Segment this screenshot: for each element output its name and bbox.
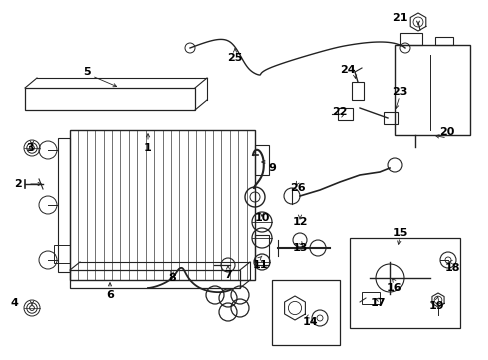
Text: 8: 8 <box>168 273 176 283</box>
Bar <box>70 130 254 280</box>
Text: 4: 4 <box>10 298 18 308</box>
Bar <box>351 82 363 100</box>
Text: 18: 18 <box>443 263 459 273</box>
Text: 7: 7 <box>224 270 231 280</box>
Text: 12: 12 <box>292 217 307 227</box>
Bar <box>271 280 339 345</box>
Text: 17: 17 <box>369 298 385 308</box>
Bar <box>70 270 240 288</box>
Text: 10: 10 <box>254 213 269 223</box>
Bar <box>349 238 459 328</box>
Text: 22: 22 <box>331 107 347 117</box>
Text: 14: 14 <box>302 317 317 327</box>
Text: 3: 3 <box>26 143 34 153</box>
Text: 16: 16 <box>386 283 402 293</box>
Bar <box>254 145 268 175</box>
Text: 6: 6 <box>106 290 114 300</box>
Text: 15: 15 <box>391 228 407 238</box>
Bar <box>25 88 195 110</box>
Text: 25: 25 <box>227 53 242 63</box>
Bar <box>58 138 70 272</box>
Text: 19: 19 <box>428 301 444 311</box>
Text: 20: 20 <box>438 127 454 137</box>
Text: 21: 21 <box>391 13 407 23</box>
Text: 9: 9 <box>267 163 275 173</box>
Bar <box>434 37 452 45</box>
Bar <box>383 112 397 124</box>
Text: 11: 11 <box>252 260 267 270</box>
Text: 2: 2 <box>14 179 22 189</box>
Bar <box>337 108 352 120</box>
Text: 13: 13 <box>292 243 307 253</box>
Text: 5: 5 <box>83 67 91 77</box>
Bar <box>254 235 268 265</box>
Bar <box>54 245 70 263</box>
Bar <box>361 292 379 304</box>
Text: 1: 1 <box>144 143 152 153</box>
Text: 23: 23 <box>391 87 407 97</box>
Text: 24: 24 <box>340 65 355 75</box>
Bar <box>399 33 421 45</box>
Bar <box>394 45 469 135</box>
Text: 26: 26 <box>289 183 305 193</box>
